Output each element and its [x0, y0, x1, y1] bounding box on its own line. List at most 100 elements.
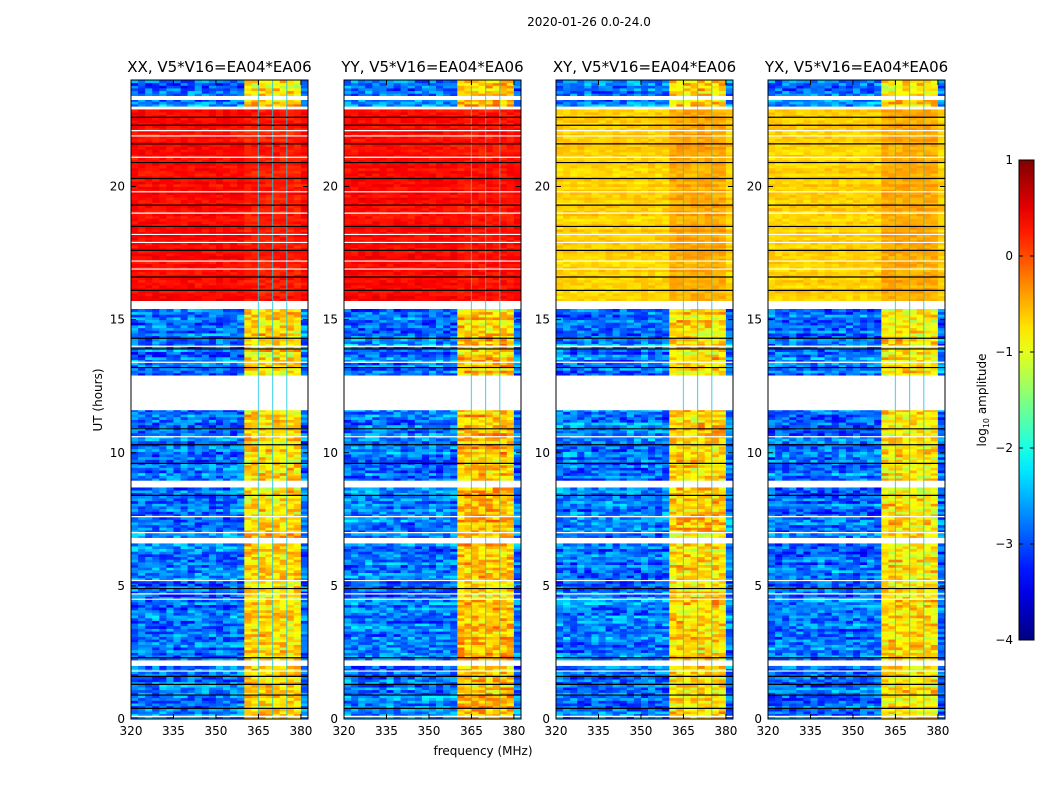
heatmap-cell [258, 459, 266, 463]
heatmap-cell [216, 231, 224, 235]
heatmap-cell [223, 713, 231, 717]
heatmap-cell [180, 451, 189, 455]
heatmap-cell [251, 234, 259, 238]
heatmap-cell [216, 522, 224, 526]
heatmap-cell [279, 625, 288, 629]
heatmap-cell [230, 551, 238, 555]
heatmap-cell [201, 221, 210, 225]
heatmap-cell [180, 553, 189, 557]
heatmap-cell [208, 354, 217, 358]
heatmap-cell [272, 633, 281, 637]
heatmap-cell [272, 679, 281, 683]
heatmap-cell [159, 202, 167, 206]
heatmap-cell [286, 687, 295, 691]
heatmap-cell [293, 194, 302, 198]
heatmap-cell [258, 234, 266, 238]
heatmap-cell [173, 410, 181, 412]
heatmap-cell [223, 229, 231, 233]
heatmap-cell [180, 487, 189, 491]
heatmap-cell [201, 464, 210, 468]
heatmap-cell [187, 432, 196, 436]
heatmap-cell [293, 716, 302, 720]
heatmap-cell [187, 298, 196, 302]
heatmap-cell [230, 561, 238, 565]
heatmap-cell [230, 430, 238, 434]
heatmap-cell [208, 593, 217, 597]
heatmap-cell [216, 703, 224, 707]
heatmap-cell [159, 340, 167, 344]
heatmap-cell [145, 186, 153, 190]
heatmap-cell [159, 684, 167, 688]
heatmap-cell [180, 226, 189, 230]
heatmap-cell [166, 215, 174, 219]
heatmap-cell [201, 454, 210, 458]
heatmap-cell [138, 255, 146, 259]
heatmap-cell [216, 567, 224, 571]
heatmap-cell [180, 410, 189, 412]
heatmap-cell [138, 475, 146, 479]
heatmap-cell [152, 609, 160, 613]
heatmap-cell [237, 569, 245, 573]
heatmap-cell [300, 438, 309, 442]
heatmap-cell [286, 432, 295, 436]
heatmap-cell [180, 346, 189, 350]
heatmap-cell [131, 522, 139, 526]
heatmap-cell [131, 162, 139, 166]
heatmap-cell [223, 274, 231, 278]
heatmap-cell [237, 311, 245, 315]
heatmap-cell [159, 506, 167, 510]
heatmap-cell [201, 545, 210, 549]
heatmap-cell [152, 487, 160, 491]
heatmap-cell [279, 173, 288, 177]
heatmap-cell [159, 475, 167, 479]
heatmap-cell [251, 440, 259, 444]
heatmap-cell [286, 655, 295, 659]
heatmap-cell [244, 524, 252, 528]
heatmap-cell [293, 253, 302, 257]
heatmap-cell [265, 649, 273, 653]
heatmap-cell [272, 604, 281, 608]
heatmap-cell [187, 687, 196, 691]
heatmap-cell [230, 451, 238, 455]
heatmap-cell [145, 157, 153, 161]
heatmap-cell [131, 559, 139, 563]
heatmap-cell [145, 711, 153, 715]
heatmap-cell [131, 332, 139, 336]
heatmap-cell [300, 298, 309, 302]
heatmap-cell [300, 314, 309, 318]
heatmap-cell [159, 679, 167, 683]
heatmap-cell [258, 440, 266, 444]
heatmap-cell [194, 467, 203, 471]
heatmap-cell [286, 567, 295, 571]
heatmap-cell [208, 454, 217, 458]
heatmap-cell [194, 580, 203, 584]
heatmap-cell [237, 601, 245, 605]
heatmap-cell [272, 178, 281, 182]
heatmap-cell [237, 438, 245, 442]
heatmap-cell [265, 430, 273, 434]
heatmap-cell [293, 470, 302, 474]
heatmap-cell [180, 279, 189, 283]
heatmap-cell [187, 338, 196, 342]
heatmap-cell [208, 162, 217, 166]
heatmap-cell [208, 628, 217, 632]
heatmap-cell [251, 601, 259, 605]
heatmap-cell [173, 464, 181, 468]
heatmap-cell [279, 311, 288, 315]
heatmap-cell [237, 631, 245, 635]
heatmap-cell [138, 716, 146, 720]
heatmap-cell [131, 467, 139, 471]
heatmap-cell [230, 689, 238, 693]
heatmap-cell [230, 250, 238, 254]
heatmap-cell [187, 191, 196, 195]
heatmap-cell [145, 311, 153, 315]
heatmap-cell [230, 641, 238, 645]
heatmap-cell [194, 263, 203, 267]
heatmap-cell [272, 223, 281, 227]
heatmap-cell [152, 194, 160, 198]
heatmap-cell [187, 356, 196, 360]
heatmap-cell [131, 298, 139, 302]
heatmap-cell [265, 237, 273, 241]
heatmap-cell [265, 633, 273, 637]
